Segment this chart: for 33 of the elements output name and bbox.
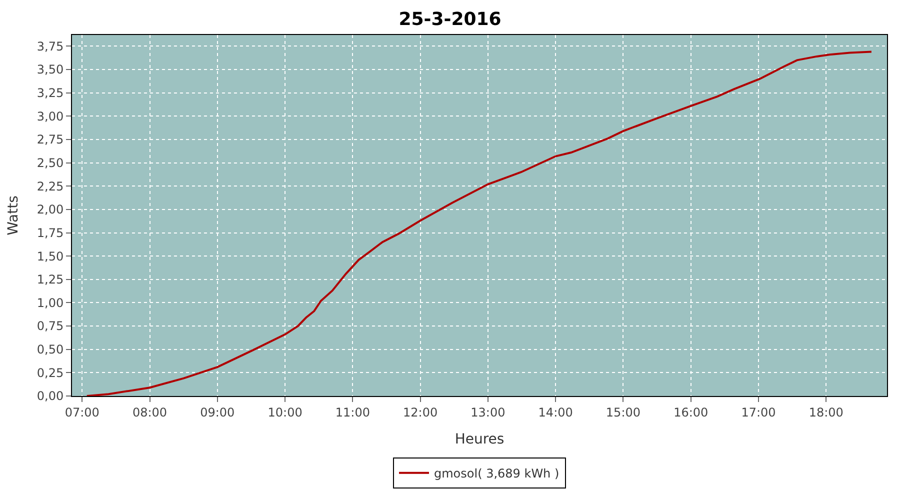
y-tick-label: 3,75 [36,39,64,54]
y-tick-label: 0,50 [36,342,64,357]
y-tick-label: 3,00 [36,109,64,124]
y-tick-label: 2,25 [36,179,64,194]
y-tick-label: 1,25 [36,272,64,287]
x-tick-label: 17:00 [741,405,776,420]
legend-label: gmosol( 3,689 kWh ) [434,466,560,481]
y-tick-label: 0,00 [36,389,64,404]
y-tick-label: 3,50 [36,62,64,77]
y-tick-label: 0,25 [36,366,64,380]
x-tick-label: 12:00 [403,405,438,420]
y-tick-label: 2,50 [36,156,64,170]
x-tick-label: 18:00 [808,405,844,420]
x-tick-label: 14:00 [538,405,573,420]
line-series [86,50,872,396]
x-tick-label: 13:00 [470,405,506,420]
y-tick-label: 2,75 [36,132,64,147]
y-tick-label: 1,00 [36,296,64,310]
x-tick-label: 16:00 [674,405,708,420]
y-tick-label: 3,25 [36,86,64,100]
x-tick-label: 07:00 [64,405,100,420]
y-tick-label: 0,75 [36,319,64,334]
x-tick-label: 09:00 [200,405,235,420]
y-axis-title: Watts [5,196,22,236]
chart-title: 25-3-2016 [398,9,502,30]
y-tick-label: 1,75 [36,226,64,240]
y-tick-label: 1,50 [36,249,64,264]
x-tick-label: 10:00 [268,405,302,420]
x-axis-title: Heures [454,432,504,448]
x-tick-label: 08:00 [132,405,168,420]
x-tick-label: 11:00 [335,405,370,420]
y-tick-label: 2,00 [36,202,64,217]
x-tick-label: 15:00 [606,405,641,420]
